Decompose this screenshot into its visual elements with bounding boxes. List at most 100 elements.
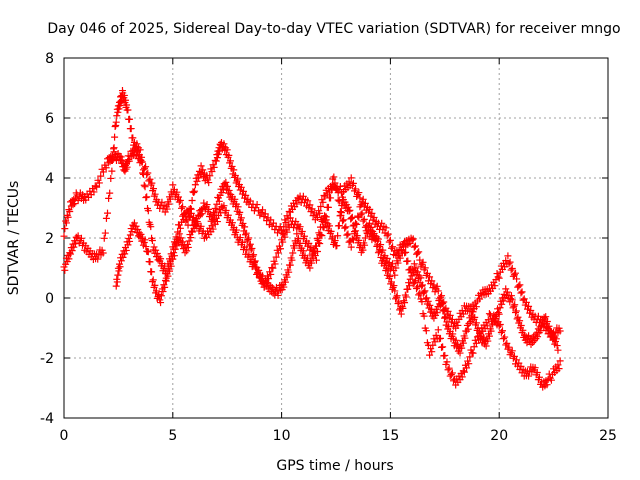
data-point — [209, 215, 217, 223]
data-point — [115, 267, 123, 275]
data-point — [412, 264, 420, 272]
data-point — [469, 308, 477, 316]
data-point — [142, 194, 150, 202]
data-point — [456, 349, 464, 357]
data-point — [101, 229, 109, 237]
data-point — [430, 281, 438, 289]
data-point — [394, 259, 402, 267]
data-point — [399, 304, 407, 312]
data-point — [259, 272, 267, 280]
data-point — [119, 253, 127, 261]
data-point — [140, 181, 148, 189]
data-point — [102, 164, 110, 172]
data-point — [112, 282, 120, 290]
data-point — [188, 197, 196, 204]
x-tick-label: 15 — [381, 428, 399, 444]
data-point — [439, 307, 447, 315]
data-point — [126, 231, 134, 239]
data-point — [117, 153, 125, 161]
data-point — [342, 223, 350, 231]
y-tick-label: 8 — [45, 51, 54, 67]
data-point — [408, 272, 416, 280]
data-point — [543, 381, 551, 389]
data-point — [277, 245, 285, 253]
data-point — [384, 230, 392, 238]
data-point — [340, 216, 348, 224]
data-point — [441, 351, 449, 359]
data-point — [434, 287, 442, 295]
data-point — [385, 258, 393, 266]
data-point — [237, 214, 245, 222]
data-point — [191, 181, 199, 189]
data-point — [537, 327, 545, 335]
data-point — [382, 224, 390, 232]
data-point — [274, 249, 282, 257]
data-point — [146, 175, 154, 183]
data-point — [349, 222, 357, 230]
data-point — [501, 333, 509, 341]
data-point — [509, 304, 517, 312]
data-point — [66, 208, 74, 216]
data-point — [408, 236, 416, 244]
data-point — [359, 195, 367, 203]
data-point — [179, 238, 187, 246]
data-point — [419, 258, 427, 266]
data-point — [112, 118, 120, 126]
data-point — [361, 199, 369, 207]
data-point — [309, 254, 317, 262]
data-point — [534, 333, 542, 341]
data-point — [439, 343, 447, 351]
data-point — [347, 215, 355, 223]
data-point — [279, 238, 287, 246]
data-point — [472, 303, 480, 311]
data-point — [360, 215, 368, 223]
data-point — [390, 282, 398, 290]
data-point — [171, 245, 179, 253]
data-point — [183, 247, 191, 255]
data-point — [445, 323, 453, 331]
data-point — [331, 237, 339, 245]
data-point — [554, 346, 562, 354]
data-point — [175, 230, 183, 238]
data-point — [164, 272, 172, 280]
data-point — [386, 272, 394, 280]
data-point — [504, 252, 512, 260]
data-point — [232, 226, 240, 234]
data-point — [367, 223, 375, 231]
data-point — [525, 302, 533, 310]
data-point — [170, 252, 178, 260]
x-tick-label: 0 — [60, 428, 69, 444]
data-point — [157, 255, 165, 263]
data-point — [502, 285, 510, 293]
data-point — [306, 264, 314, 272]
data-point — [65, 255, 73, 263]
x-tick-label: 25 — [599, 428, 617, 444]
data-point — [241, 223, 249, 231]
data-point — [418, 298, 426, 306]
data-point — [193, 177, 201, 185]
data-point — [519, 326, 527, 334]
data-point — [285, 268, 293, 276]
data-point — [210, 163, 218, 171]
data-point — [151, 281, 159, 289]
data-point — [316, 231, 324, 239]
data-point — [495, 274, 503, 282]
data-point — [308, 205, 316, 213]
data-point — [511, 301, 519, 309]
data-point — [355, 236, 363, 244]
data-point — [118, 156, 126, 164]
data-point — [510, 302, 518, 310]
data-point — [210, 211, 218, 219]
data-point — [152, 287, 160, 295]
data-point — [127, 125, 135, 133]
data-point — [293, 200, 301, 208]
data-point — [319, 198, 327, 206]
data-point — [346, 206, 354, 214]
data-point — [420, 312, 428, 320]
data-point — [438, 299, 446, 307]
data-point — [465, 360, 473, 368]
data-point — [298, 227, 306, 235]
data-point — [312, 242, 320, 250]
data-point — [512, 269, 520, 277]
